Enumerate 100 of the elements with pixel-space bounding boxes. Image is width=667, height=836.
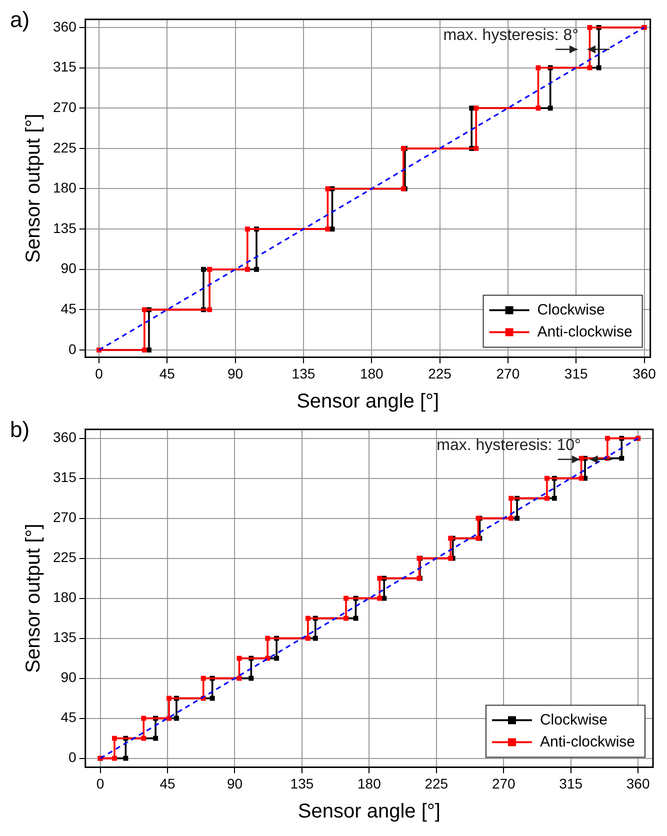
point [265,636,270,641]
point [330,226,335,232]
y-tick-label: 270 [53,509,77,526]
legend-label: Clockwise [540,711,608,728]
point [123,756,128,761]
x-tick-label: 270 [496,365,520,382]
point [305,616,310,621]
point [248,676,254,681]
point [112,736,117,741]
point [207,307,212,312]
point [305,636,310,641]
point [548,106,553,111]
point [508,496,514,501]
y-axis-title: Sensor output [°] [22,524,45,673]
point [236,676,242,681]
point [312,636,318,641]
point [469,106,474,111]
x-tick-label: 315 [564,365,588,382]
legend-label: Anti-clockwise [540,733,636,750]
point [344,596,348,601]
point [174,716,179,721]
point [200,676,206,681]
point [142,348,147,353]
y-tick-label: 90 [60,260,77,276]
x-tick-label: 180 [360,365,384,382]
point [353,616,358,621]
point [274,656,280,661]
point [141,716,146,721]
y-tick-label: 315 [53,469,77,486]
point [587,65,592,70]
point [619,456,624,461]
point [474,106,479,111]
y-tick-label: 360 [53,18,77,34]
point [254,266,259,272]
point [508,516,514,521]
x-tick-label: 225 [428,365,452,382]
point [536,106,541,111]
x-axis-title: Sensor angle [°] [298,800,440,823]
legend-label: Clockwise [537,301,605,318]
point [166,696,172,701]
y-tick-label: 180 [53,589,77,606]
chart-title: b) [10,417,30,442]
point [544,476,550,481]
y-tick-label: 0 [68,749,77,766]
y-tick-label: 135 [53,220,77,236]
point [201,266,206,272]
x-tick-label: 135 [292,365,316,382]
x-tick-label: 360 [626,775,650,792]
point [244,266,250,272]
point [210,696,215,701]
x-tick-label: 90 [226,775,243,792]
x-tick-label: 0 [95,365,104,382]
y-axis-title: Sensor output [°] [22,114,45,263]
point [112,756,117,761]
x-tick-label: 0 [96,775,104,792]
point [146,348,152,353]
y-tick-label: 90 [60,669,77,686]
point [153,736,158,741]
x-tick-label: 45 [159,365,176,382]
y-tick-label: 315 [53,58,77,75]
point [536,65,541,70]
y-tick-label: 180 [53,180,77,196]
point [344,616,348,621]
y-tick-label: 45 [60,709,77,726]
point [244,226,250,232]
y-tick-label: 360 [53,429,77,446]
point [377,576,382,581]
point [587,24,592,30]
point [325,226,330,232]
y-tick-label: 135 [53,629,77,646]
y-tick-label: 0 [68,340,77,357]
point [578,456,584,461]
x-tick-label: 315 [559,775,583,792]
point [207,266,212,272]
y-tick-label: 45 [60,300,77,317]
point [604,436,610,441]
x-axis-title: Sensor angle [°] [296,390,440,413]
point [236,656,242,661]
x-tick-label: 90 [228,365,244,382]
point [325,186,330,192]
y-tick-label: 225 [53,139,77,156]
point [142,307,147,312]
x-tick-label: 45 [160,775,176,792]
y-tick-label: 270 [53,98,77,115]
point [544,496,550,501]
point [578,476,584,481]
x-tick-label: 270 [492,775,516,792]
point [382,596,387,601]
point [552,496,557,501]
x-tick-label: 135 [290,775,314,792]
chart-title: a) [10,7,30,32]
y-tick-label: 225 [53,549,77,566]
point [377,596,382,601]
x-tick-label: 360 [632,365,656,382]
point [474,146,479,151]
annotation: max. hysteresis: 10° [436,436,581,454]
x-tick-label: 180 [358,775,382,792]
x-tick-label: 225 [424,775,448,792]
point [166,716,172,721]
annotation: max. hysteresis: 8° [443,26,579,44]
